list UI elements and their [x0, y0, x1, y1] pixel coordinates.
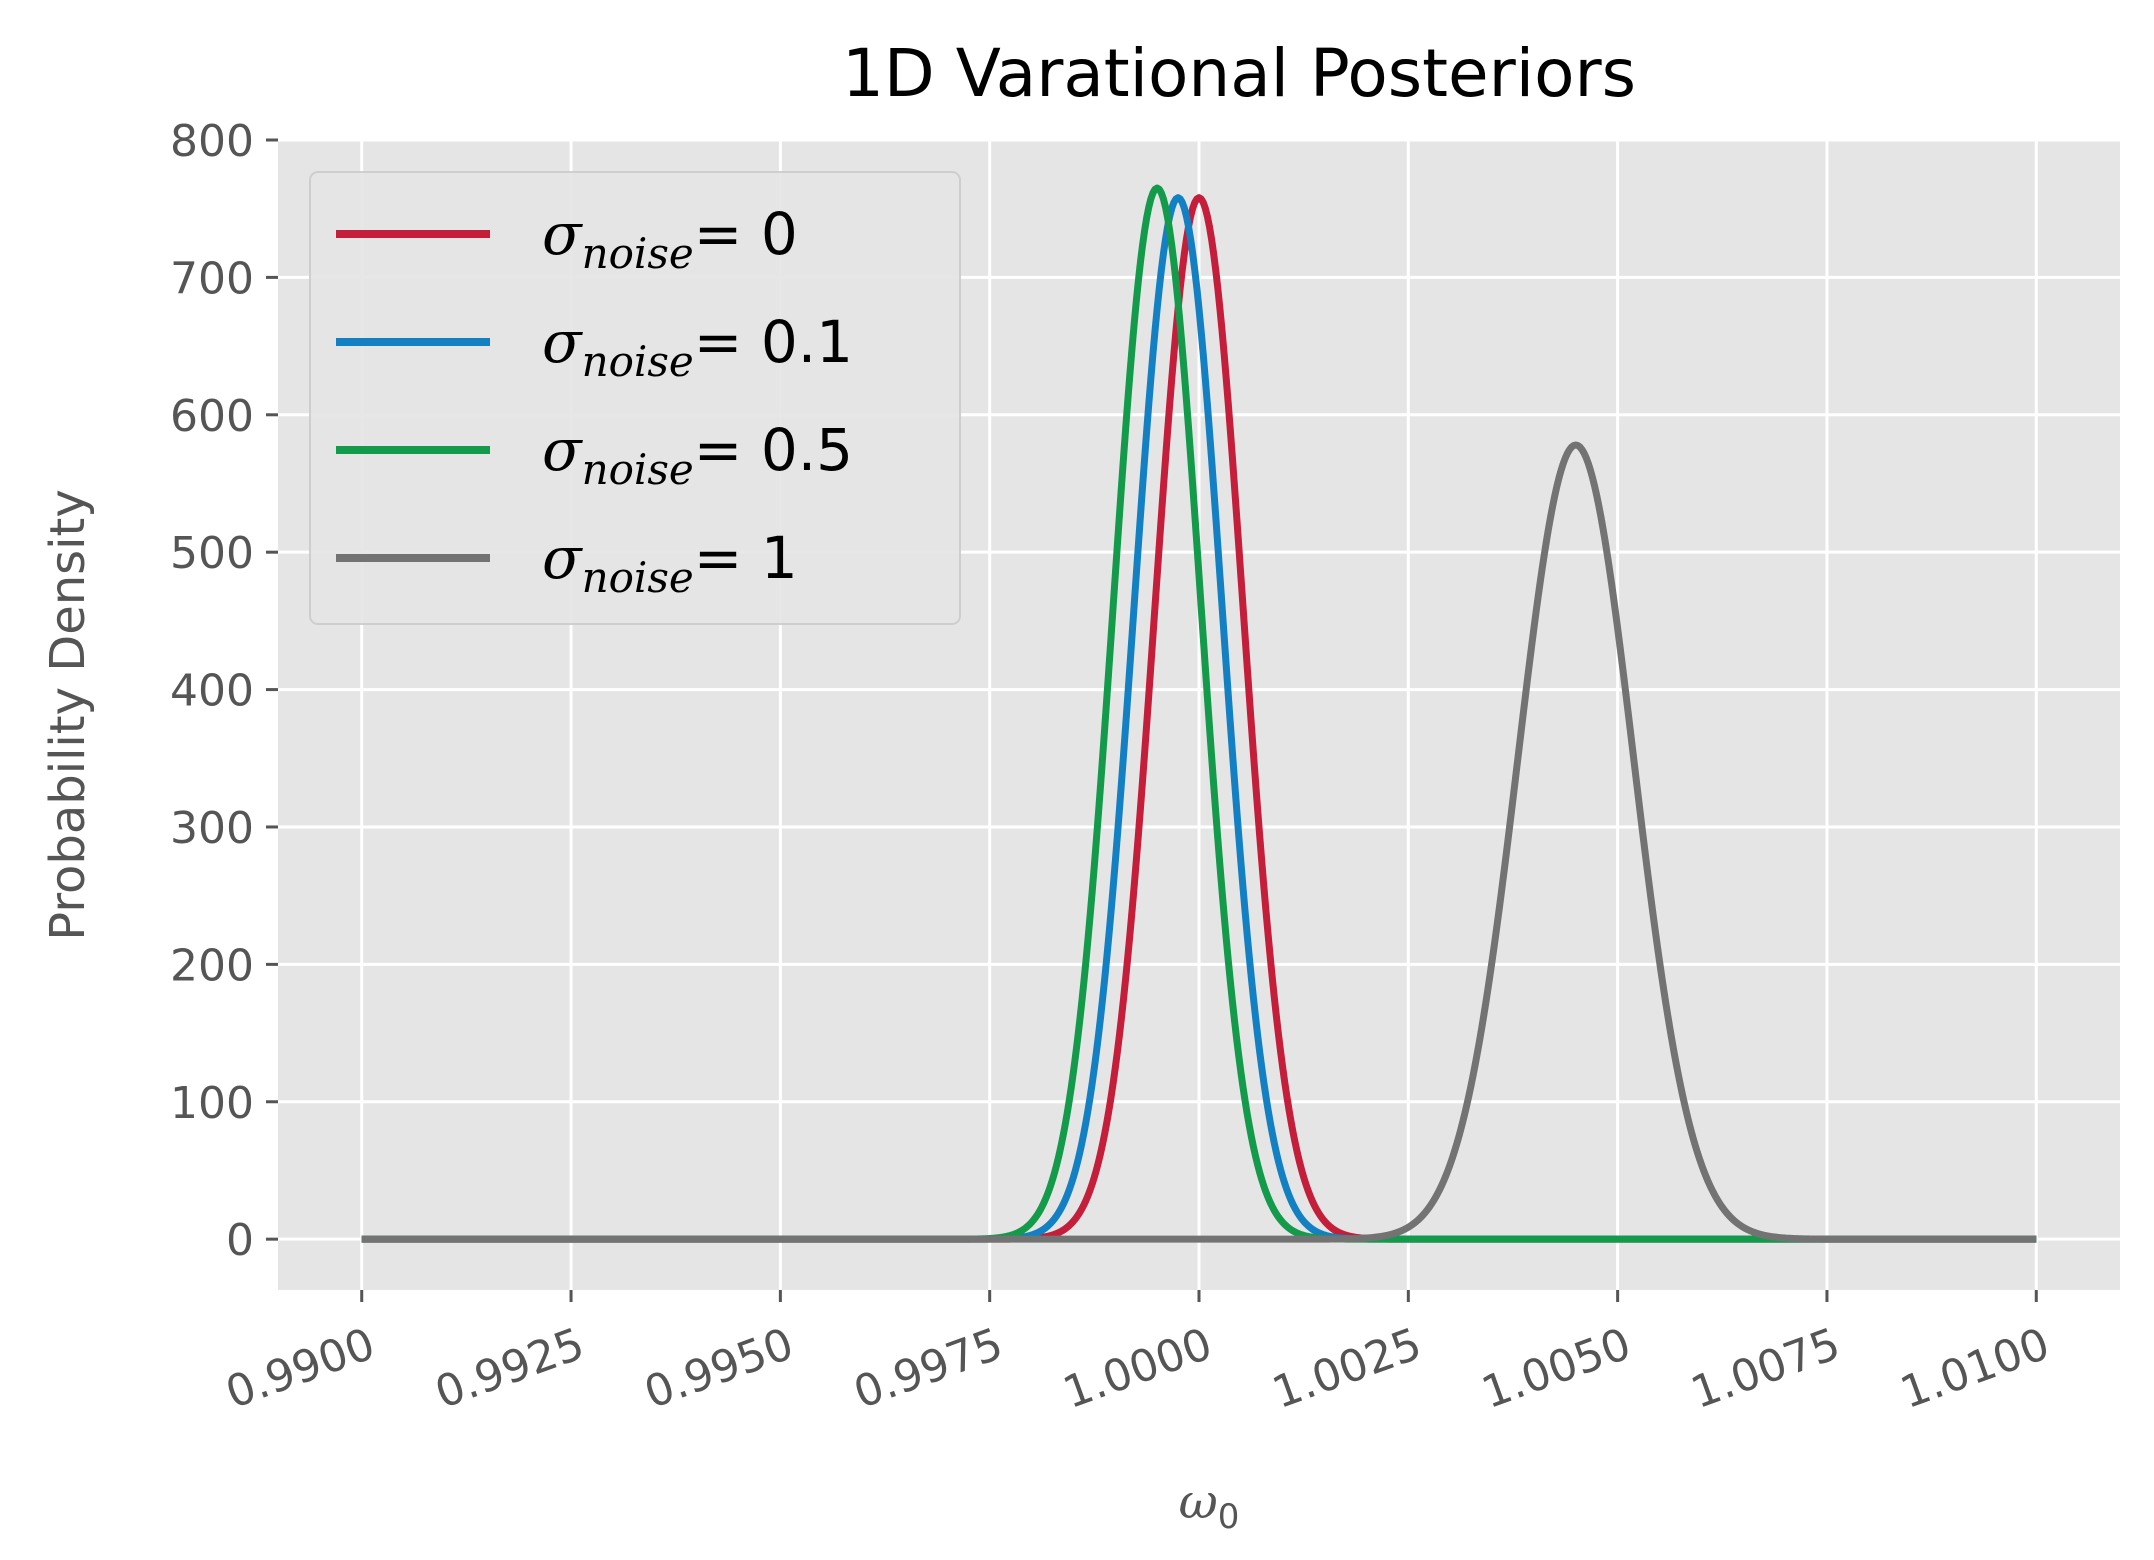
legend-label: σnoise= 0.5	[542, 416, 853, 494]
y-tick-label: 500	[170, 528, 254, 579]
legend: σnoise= 0 σnoise= 0.1 σnoise= 0.5 σnoise= 1	[309, 171, 961, 625]
y-tick-label: 600	[170, 391, 254, 442]
x-axis-label-sub: 0	[1218, 1497, 1240, 1537]
x-tick-label: 1.0100	[1894, 1318, 2056, 1419]
legend-label: σnoise= 0.1	[542, 308, 853, 386]
legend-label: σnoise= 0	[542, 200, 798, 278]
y-tick-label: 700	[170, 253, 254, 304]
x-tick-label: 1.0075	[1685, 1318, 1847, 1419]
y-axis-label: Probability Density	[40, 489, 96, 940]
series-lines	[360, 184, 2038, 1243]
x-tick-label: 0.9975	[847, 1318, 1009, 1419]
legend-box	[309, 171, 961, 625]
y-tick-label: 300	[170, 803, 254, 854]
x-tick-label: 0.9950	[638, 1318, 800, 1419]
y-tick-label: 0	[226, 1215, 254, 1266]
x-tick-label: 1.0000	[1057, 1318, 1219, 1419]
x-axis-label: ω0	[1179, 1474, 1240, 1537]
x-tick-label: 0.9925	[429, 1318, 591, 1419]
x-tick-label: 1.0050	[1475, 1318, 1637, 1419]
x-axis-label-main: ω	[1179, 1474, 1218, 1530]
y-tick-label: 100	[170, 1078, 254, 1129]
x-tick-label: 0.9900	[219, 1318, 381, 1419]
y-tick-label: 400	[170, 666, 254, 717]
legend-label: σnoise= 1	[542, 524, 798, 602]
y-tick-label: 200	[170, 940, 254, 991]
y-tick-label: 800	[170, 116, 254, 167]
chart-title: 1D Varational Posteriors	[842, 35, 1636, 112]
series-line	[360, 441, 2038, 1243]
x-tick-label: 1.0025	[1266, 1318, 1428, 1419]
